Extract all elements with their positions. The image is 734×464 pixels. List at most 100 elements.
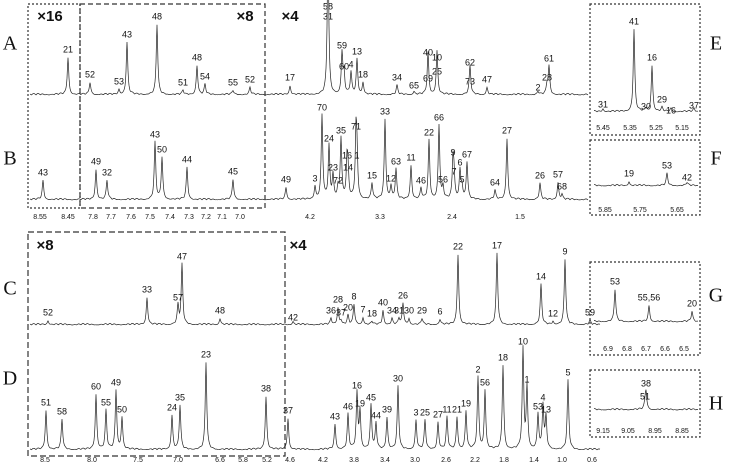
scale-label: ×4 (281, 8, 299, 25)
axis-tick-label: 1.5 (515, 214, 525, 221)
peak-label: 36 (326, 305, 336, 315)
axis-tick-label: 5.2 (262, 457, 272, 464)
axis-tick-label: 3.0 (410, 457, 420, 464)
peak-label: 34 (392, 72, 402, 82)
peak-label: 55,56 (638, 292, 661, 302)
axis-tick-label: 4.2 (318, 457, 328, 464)
peak-label: 25 (432, 66, 442, 76)
scale-label: ×8 (236, 8, 253, 25)
spectrum (593, 289, 699, 323)
peak-label: 65 (409, 80, 419, 90)
axis-tick-label: 7.3 (184, 214, 194, 221)
frame-e (589, 3, 701, 136)
peak-label: 27 (502, 125, 512, 135)
peak-label: 46 (416, 175, 426, 185)
peak-label: 26 (535, 170, 545, 180)
peak-label: 5 (565, 367, 570, 377)
axis-tick-label: 8.0 (87, 457, 97, 464)
peak-label: 24 (324, 133, 334, 143)
axis-tick-label: 5.75 (633, 207, 647, 214)
peak-label: 53 (114, 76, 124, 86)
peak-label: 43 (38, 167, 48, 177)
peak-label: 39 (382, 404, 392, 414)
axis-tick-label: 3.8 (349, 457, 359, 464)
axis-tick-label: 7.8 (88, 214, 98, 221)
scale-label: ×8 (36, 237, 53, 254)
axis-tick-label: 7.0 (235, 214, 245, 221)
peak-label: 13 (541, 404, 551, 414)
peak-label: 63 (391, 156, 401, 166)
peak-label: 50 (117, 404, 127, 414)
peak-label: 18 (358, 69, 368, 79)
peak-label: 58 (57, 406, 67, 416)
axis-tick-label: 8.45 (61, 214, 75, 221)
peak-label: 61 (544, 53, 554, 63)
axis-tick-label: 5.25 (649, 125, 663, 132)
peak-label: 22 (424, 127, 434, 137)
peak-label: 35 (175, 392, 185, 402)
axis-tick-label: 7.7 (106, 214, 116, 221)
peak-label: 25 (420, 407, 430, 417)
peak-label: 69 (423, 73, 433, 83)
peak-label: 53 (610, 276, 620, 286)
peak-label: 70 (317, 102, 327, 112)
peak-label: 60 (91, 381, 101, 391)
axis-tick-label: 5.8 (238, 457, 248, 464)
axis-tick-label: 0.6 (587, 457, 597, 464)
peak-label: 31 (598, 99, 608, 109)
axis-tick-label: 5.45 (596, 125, 610, 132)
peak-label: 59 (585, 307, 595, 317)
peak-label: 21 (452, 404, 462, 414)
peak-label: 23 (328, 162, 338, 172)
axis-tick-label: 6.9 (603, 346, 613, 353)
peak-label: 55 (101, 397, 111, 407)
panel-label: H (709, 393, 723, 415)
axis-tick-label: 4.2 (305, 214, 315, 221)
axis-tick-label: 6.6 (660, 346, 670, 353)
axis-tick-label: 1.4 (529, 457, 539, 464)
peak-label: 49 (281, 174, 291, 184)
peak-label: 11 (406, 152, 415, 162)
axis-tick-label: 6.7 (641, 346, 651, 353)
frames (27, 3, 701, 457)
axis-tick-label: 9.15 (596, 428, 610, 435)
peak-label: 37 (689, 100, 699, 110)
peak-label: 12 (548, 308, 558, 318)
axis-tick-label: 2.2 (470, 457, 480, 464)
peak-label: 44 (182, 154, 192, 164)
peak-label: 33 (380, 106, 390, 116)
peak-label: 9 (562, 246, 567, 256)
peak-label: 49 (91, 156, 101, 166)
axis-tick-label: 5.15 (675, 125, 689, 132)
peak-label: 48 (215, 305, 225, 315)
axis-tick-label: 7.2 (201, 214, 211, 221)
peak-label: 51 (41, 397, 51, 407)
axis-tick-label: 7.0 (173, 457, 183, 464)
peak-label: 38 (261, 383, 271, 393)
axis-tick-label: 1.8 (499, 457, 509, 464)
peak-label: 16 (647, 52, 657, 62)
spectrum (29, 0, 589, 96)
scale-label: ×16 (37, 8, 62, 25)
panel-label: E (710, 33, 722, 55)
peak-label: 23 (201, 349, 211, 359)
axis-tick-label: 5.35 (623, 125, 637, 132)
peak-label: 62 (465, 57, 475, 67)
peak-label: 52 (245, 74, 255, 84)
peak-label: 72 (333, 175, 343, 185)
peak-label: 30 (641, 101, 651, 111)
peak-label: 17 (492, 240, 502, 250)
peak-label: 37 (336, 307, 346, 317)
axis-tick-label: 7.1 (217, 214, 227, 221)
panel-label: C (3, 278, 16, 300)
frame-x8-bottom (27, 231, 286, 457)
peak-label: 24 (167, 402, 177, 412)
axis-tick-label: 8.5 (40, 457, 50, 464)
peak-label: 14 (536, 271, 546, 281)
peak-label: 55 (228, 77, 238, 87)
peak-label: 30 (404, 305, 414, 315)
peak-label: 7 (360, 304, 365, 314)
peak-label: 30 (393, 373, 403, 383)
peak-label: 27 (433, 409, 443, 419)
peak-label: 19 (461, 398, 471, 408)
